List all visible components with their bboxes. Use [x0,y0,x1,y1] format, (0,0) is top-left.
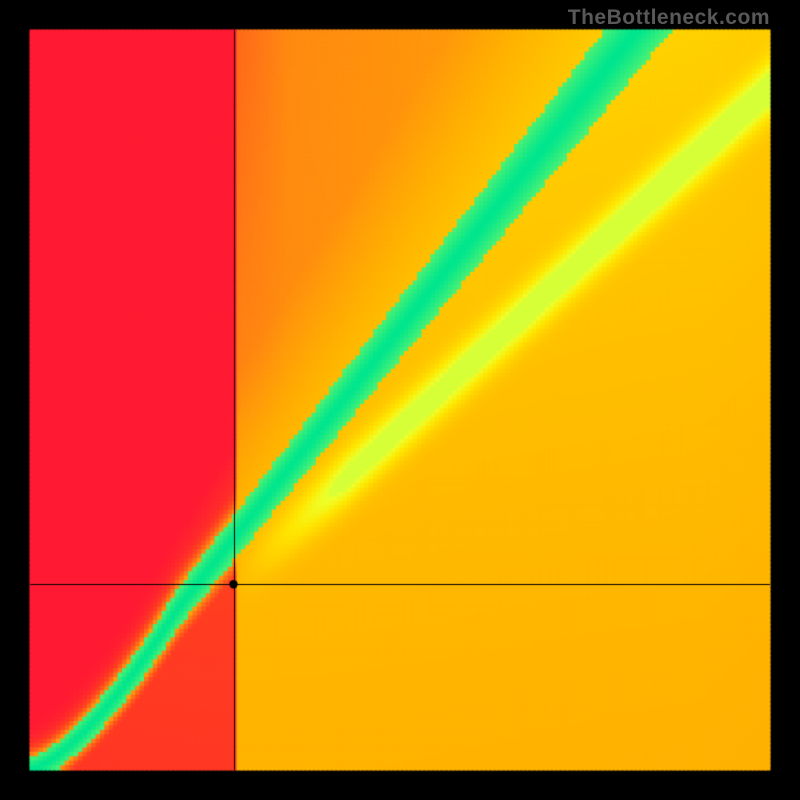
bottleneck-heatmap-canvas [0,0,800,800]
figure-container: TheBottleneck.com [0,0,800,800]
watermark-text: TheBottleneck.com [568,6,770,30]
